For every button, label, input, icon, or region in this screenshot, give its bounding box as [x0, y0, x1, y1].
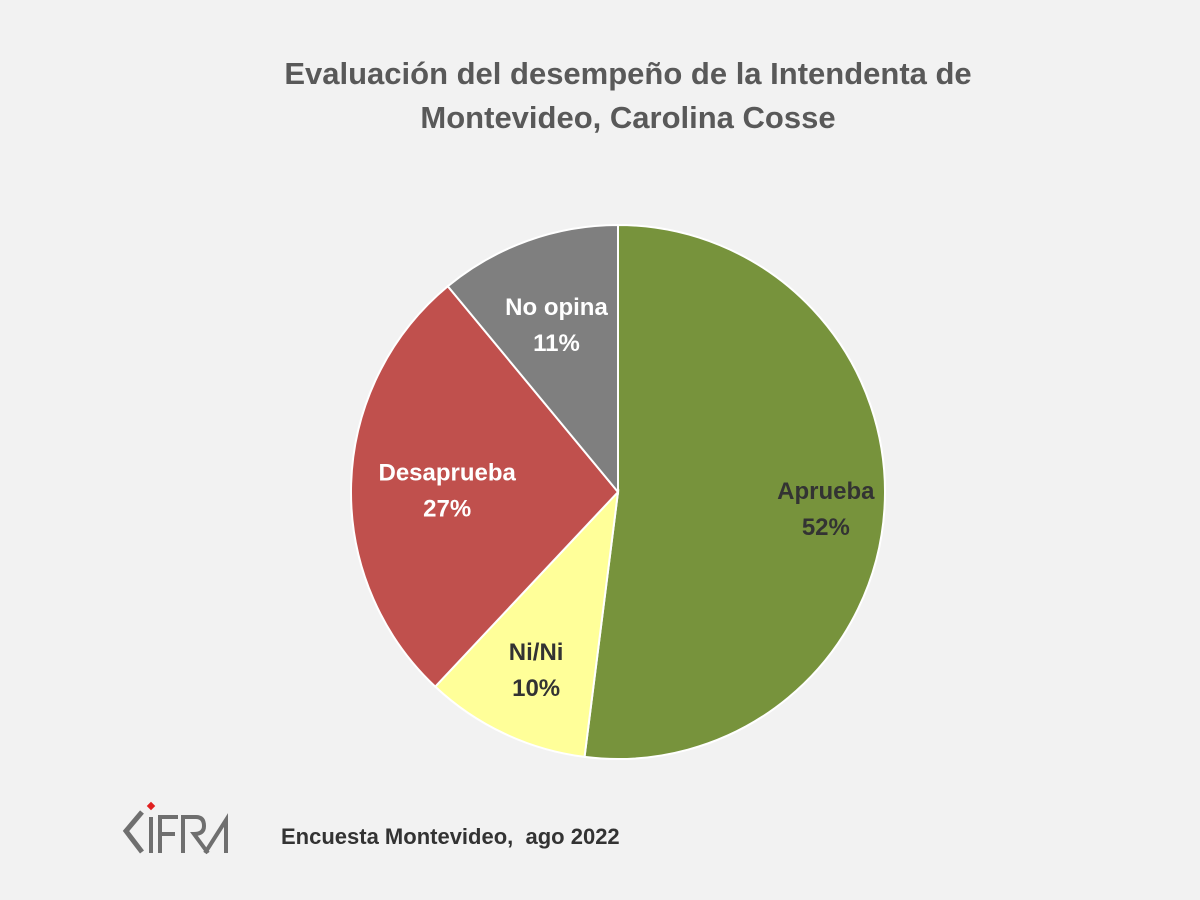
data-label-value: 10%	[512, 675, 560, 702]
chart-title-line-1: Evaluación del desempeño de la Intendent…	[284, 56, 972, 91]
data-label-category: Aprueba	[777, 478, 875, 505]
pie-slice-aprueba	[583, 223, 886, 760]
cifra-logo	[122, 801, 228, 855]
data-label-value: 11%	[533, 330, 580, 357]
data-label-value: 52%	[802, 514, 850, 541]
data-label-value: 27%	[423, 496, 471, 523]
pie-slice-no-opina	[446, 223, 619, 495]
source-note: Encuesta Montevideo, ago 2022	[281, 824, 620, 849]
chart-title-line-2: Montevideo, Carolina Cosse	[420, 100, 836, 135]
pie-slice-desaprueba	[350, 284, 620, 689]
data-label-category: Ni/Ni	[509, 639, 564, 666]
pie-slice-ni-ni	[433, 489, 620, 759]
data-label-category: Desaprueba	[379, 460, 517, 487]
chart-title: Evaluación del desempeño de la Intendent…	[200, 52, 1056, 140]
data-label-category: No opina	[505, 294, 608, 321]
